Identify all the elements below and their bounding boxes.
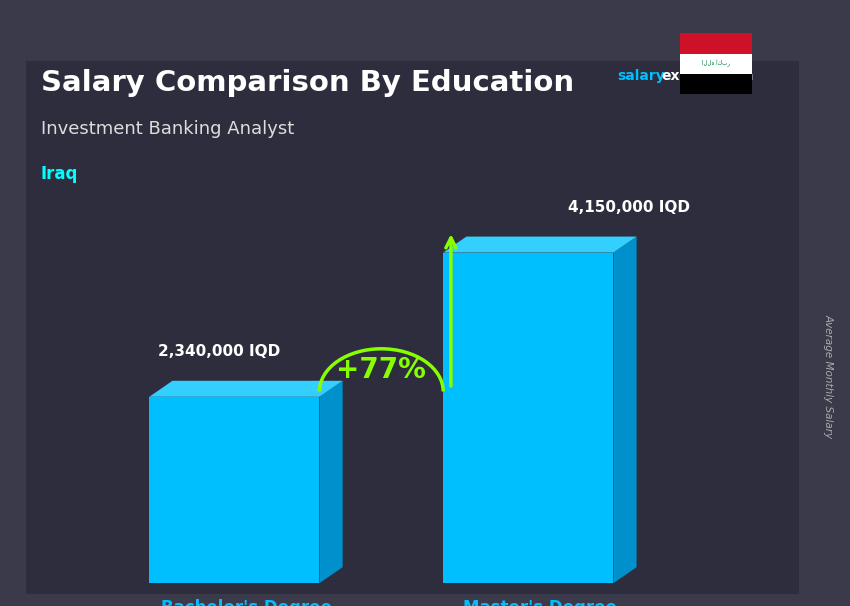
Polygon shape <box>150 381 343 397</box>
Polygon shape <box>614 236 637 583</box>
Text: 4,150,000 IQD: 4,150,000 IQD <box>568 200 690 215</box>
Text: .com: .com <box>717 68 754 82</box>
Text: Investment Banking Analyst: Investment Banking Analyst <box>41 121 294 138</box>
Polygon shape <box>443 253 614 583</box>
Bar <box>680 33 752 53</box>
Polygon shape <box>150 397 320 583</box>
Text: Master's Degree: Master's Degree <box>463 599 617 606</box>
Text: explorer: explorer <box>661 68 728 82</box>
Text: الله أكبر: الله أكبر <box>702 60 730 67</box>
Bar <box>680 74 752 94</box>
FancyBboxPatch shape <box>26 61 799 594</box>
Text: +77%: +77% <box>337 356 426 384</box>
Bar <box>680 53 752 74</box>
Text: salary: salary <box>617 68 665 82</box>
Text: Average Monthly Salary: Average Monthly Salary <box>824 314 834 438</box>
Text: Bachelor's Degree: Bachelor's Degree <box>161 599 332 606</box>
Polygon shape <box>320 381 343 583</box>
Text: 2,340,000 IQD: 2,340,000 IQD <box>158 344 280 359</box>
Text: Iraq: Iraq <box>41 165 78 182</box>
Polygon shape <box>443 236 637 253</box>
Text: Salary Comparison By Education: Salary Comparison By Education <box>41 68 574 96</box>
